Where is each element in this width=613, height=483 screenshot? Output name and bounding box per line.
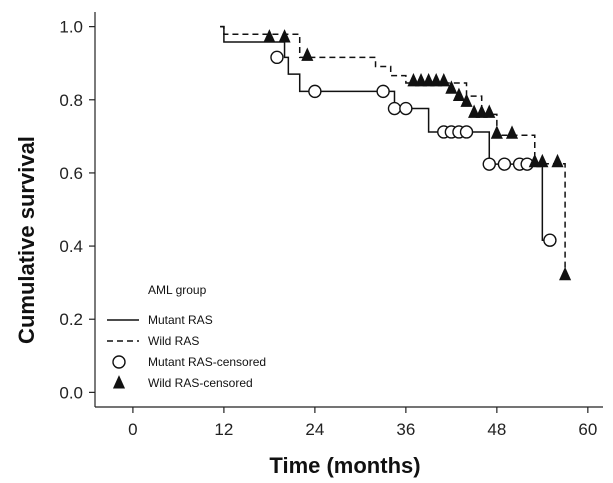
mutant-ras-censor-marker xyxy=(376,84,390,99)
wild-ras-censor-marker xyxy=(437,73,450,87)
wild-ras-censor-marker xyxy=(551,153,564,168)
wild-ras-censor-marker xyxy=(445,80,458,94)
mutant-ras-censor-marker xyxy=(308,84,322,99)
mutant-ras-censor-marker xyxy=(482,157,496,171)
mutant-ras-censor-marker xyxy=(497,157,512,171)
y-tick-label: 1.0 xyxy=(59,18,83,37)
y-axis-title: Cumulative survival xyxy=(14,136,39,344)
y-tick-label: 0.6 xyxy=(59,164,83,183)
wild-ras-censor-marker xyxy=(452,87,465,102)
x-tick-label: 36 xyxy=(396,420,415,439)
mutant-ras-censor-marker xyxy=(543,233,557,247)
wild-ras-censor-marker xyxy=(414,73,428,87)
y-tick-label: 0.4 xyxy=(59,237,83,256)
wild-ras-censor-marker xyxy=(475,104,488,118)
x-tick-label: 48 xyxy=(487,420,506,439)
legend-swatch-triangle xyxy=(112,375,126,389)
mutant-ras-censor-marker xyxy=(459,125,474,139)
plot-area xyxy=(220,25,572,281)
mutant-ras-censor-marker xyxy=(387,101,402,116)
legend-swatch-circle xyxy=(112,355,126,369)
x-tick-label: 0 xyxy=(128,420,137,439)
mutant-ras-censor-marker xyxy=(399,101,413,116)
y-tick-label: 0.8 xyxy=(59,91,83,110)
legend: AML group Mutant RAS Wild RAS Mutant RAS-ce… xyxy=(107,283,266,390)
legend-label: Mutant RAS xyxy=(148,313,213,327)
x-tick-label: 12 xyxy=(214,420,233,439)
wild-ras-censor-marker xyxy=(422,73,435,87)
wild-ras-censor-marker xyxy=(468,104,481,118)
mutant-ras-censor-marker xyxy=(270,50,284,65)
legend-label: Wild RAS xyxy=(148,334,199,348)
legend-title: AML group xyxy=(148,283,207,297)
wild-ras-censor-marker xyxy=(460,93,473,107)
wild-ras-censor-marker xyxy=(483,104,496,118)
wild-ras-censor-marker xyxy=(528,153,541,168)
y-tick-label: 0.0 xyxy=(59,383,83,402)
wild-ras-censor-marker xyxy=(301,47,314,61)
wild-ras-censor-marker xyxy=(559,266,572,281)
x-axis-title: Time (months) xyxy=(269,453,420,478)
wild-ras-censor-marker xyxy=(407,73,420,87)
x-tick-label: 24 xyxy=(305,420,324,439)
y-tick-label: 0.2 xyxy=(59,310,83,329)
wild-ras-censor-marker xyxy=(278,29,291,43)
axes: 0.0 0.2 0.4 0.6 0.8 1.0 0 12 24 36 48 60 xyxy=(59,12,603,439)
legend-label: Mutant RAS-censored xyxy=(148,355,266,369)
wild-ras-curve xyxy=(220,25,566,277)
wild-ras-censor-marker xyxy=(430,73,443,87)
x-tick-label: 60 xyxy=(578,420,597,439)
wild-ras-censor-marker xyxy=(536,153,549,168)
wild-ras-censor-marker xyxy=(490,125,503,139)
wild-ras-censor-marker xyxy=(263,29,276,43)
wild-ras-censor-marker xyxy=(505,125,519,139)
legend-label: Wild RAS-censored xyxy=(148,376,253,390)
